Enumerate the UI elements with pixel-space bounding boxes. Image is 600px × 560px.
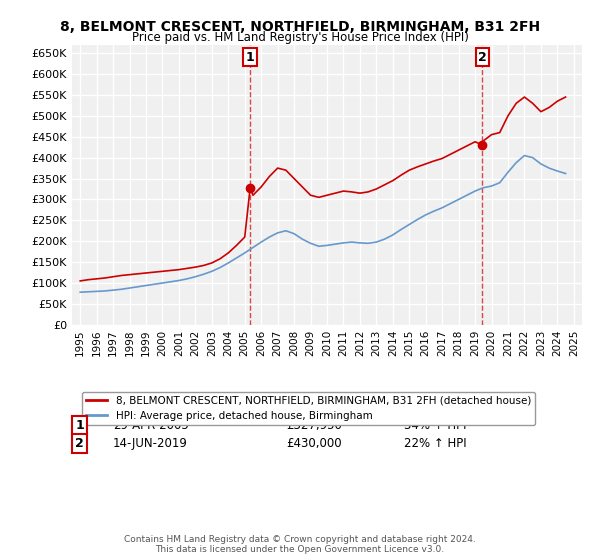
Text: 2: 2 xyxy=(478,51,487,64)
Text: £327,950: £327,950 xyxy=(286,419,342,432)
Text: 1: 1 xyxy=(246,51,254,64)
Text: 2: 2 xyxy=(75,437,84,450)
Text: 29-APR-2005: 29-APR-2005 xyxy=(113,419,188,432)
Text: £430,000: £430,000 xyxy=(286,437,342,450)
Text: 14-JUN-2019: 14-JUN-2019 xyxy=(113,437,188,450)
Text: 34% ↑ HPI: 34% ↑ HPI xyxy=(404,419,466,432)
Text: Contains HM Land Registry data © Crown copyright and database right 2024.
This d: Contains HM Land Registry data © Crown c… xyxy=(124,535,476,554)
Text: 22% ↑ HPI: 22% ↑ HPI xyxy=(404,437,466,450)
Text: 1: 1 xyxy=(75,419,84,432)
Text: Price paid vs. HM Land Registry's House Price Index (HPI): Price paid vs. HM Land Registry's House … xyxy=(131,31,469,44)
Text: 8, BELMONT CRESCENT, NORTHFIELD, BIRMINGHAM, B31 2FH: 8, BELMONT CRESCENT, NORTHFIELD, BIRMING… xyxy=(60,20,540,34)
Legend: 8, BELMONT CRESCENT, NORTHFIELD, BIRMINGHAM, B31 2FH (detached house), HPI: Aver: 8, BELMONT CRESCENT, NORTHFIELD, BIRMING… xyxy=(82,391,535,425)
